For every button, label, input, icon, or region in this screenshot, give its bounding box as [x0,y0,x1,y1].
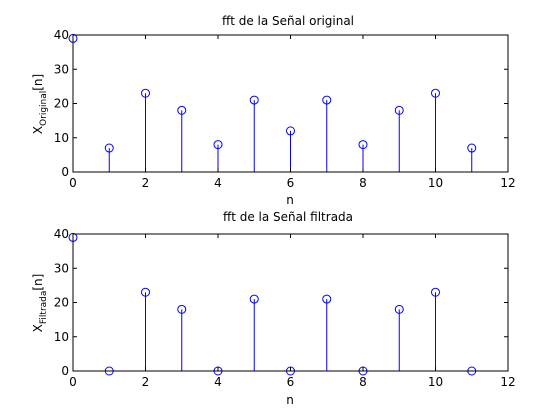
x-tick-label: 10 [428,375,443,389]
y-tick-label: 0 [61,364,69,378]
stem-marker [286,126,295,136]
y-axis-label-main: X [31,126,45,134]
stem-marker [213,140,223,150]
x-axis-ticks: 0 2 4 6 8 10 12 [69,35,516,190]
stem-marker [322,294,332,304]
y-axis-label-main: X [31,324,45,332]
y-tick-label: 20 [54,296,69,310]
chart-title: fft de la Señal original [222,14,354,28]
y-axis-label-suffix: [n] [31,74,45,91]
x-axis-label: n [286,393,294,407]
y-tick-label: 40 [54,28,69,42]
chart-title: fft de la Señal filtrada [223,210,353,224]
x-tick-label: 6 [287,176,295,190]
stem-marker [141,88,150,98]
x-tick-label: 0 [69,176,77,190]
subplot-original: fft de la Señal original 0 2 4 6 8 10 12 0 10 20… [31,14,516,207]
stem-marker [177,105,187,115]
x-tick-label: 8 [359,375,367,389]
stem-marker [177,304,187,314]
stem-marker [394,304,404,314]
y-tick-label: 10 [54,330,69,344]
x-axis-label: n [286,193,294,207]
x-tick-label: 2 [142,375,150,389]
stem-marker [358,140,368,150]
y-axis-label-suffix: [n] [31,274,45,291]
x-tick-label: 4 [214,375,222,389]
x-tick-label: 12 [500,375,515,389]
x-tick-label: 6 [287,375,295,389]
stem-marker [249,294,259,304]
y-axis-ticks: 0 10 20 30 40 [54,227,508,378]
y-tick-label: 40 [54,227,69,241]
x-tick-label: 0 [69,375,77,389]
stem-marker [431,88,440,98]
stem-marker [249,95,259,105]
x-axis-ticks: 0 2 4 6 8 10 12 [69,234,516,389]
y-tick-label: 30 [54,62,69,76]
x-tick-label: 2 [142,176,150,190]
x-tick-label: 12 [500,176,515,190]
stem-marker [141,287,150,297]
subplot-filtrada: fft de la Señal filtrada 0 2 4 6 8 10 12 0 10 20… [31,210,516,407]
x-tick-label: 10 [428,176,443,190]
stem-marker [322,95,332,105]
stem-marker [467,143,477,153]
y-axis-label-sub: Filtrada [39,291,49,325]
x-tick-label: 8 [359,176,367,190]
stem-marker [431,287,440,297]
y-axis-ticks: 0 10 20 30 40 [54,28,508,179]
y-tick-label: 30 [54,261,69,275]
y-axis-label-sub: Original [39,91,49,126]
y-tick-label: 0 [61,165,69,179]
x-tick-label: 4 [214,176,222,190]
stem-marker [104,143,114,153]
y-axis-label: XFiltrada[n] [31,274,49,333]
y-tick-label: 10 [54,131,69,145]
stem-marker [394,105,404,115]
y-axis-label: XOriginal[n] [31,74,49,134]
y-tick-label: 20 [54,97,69,111]
